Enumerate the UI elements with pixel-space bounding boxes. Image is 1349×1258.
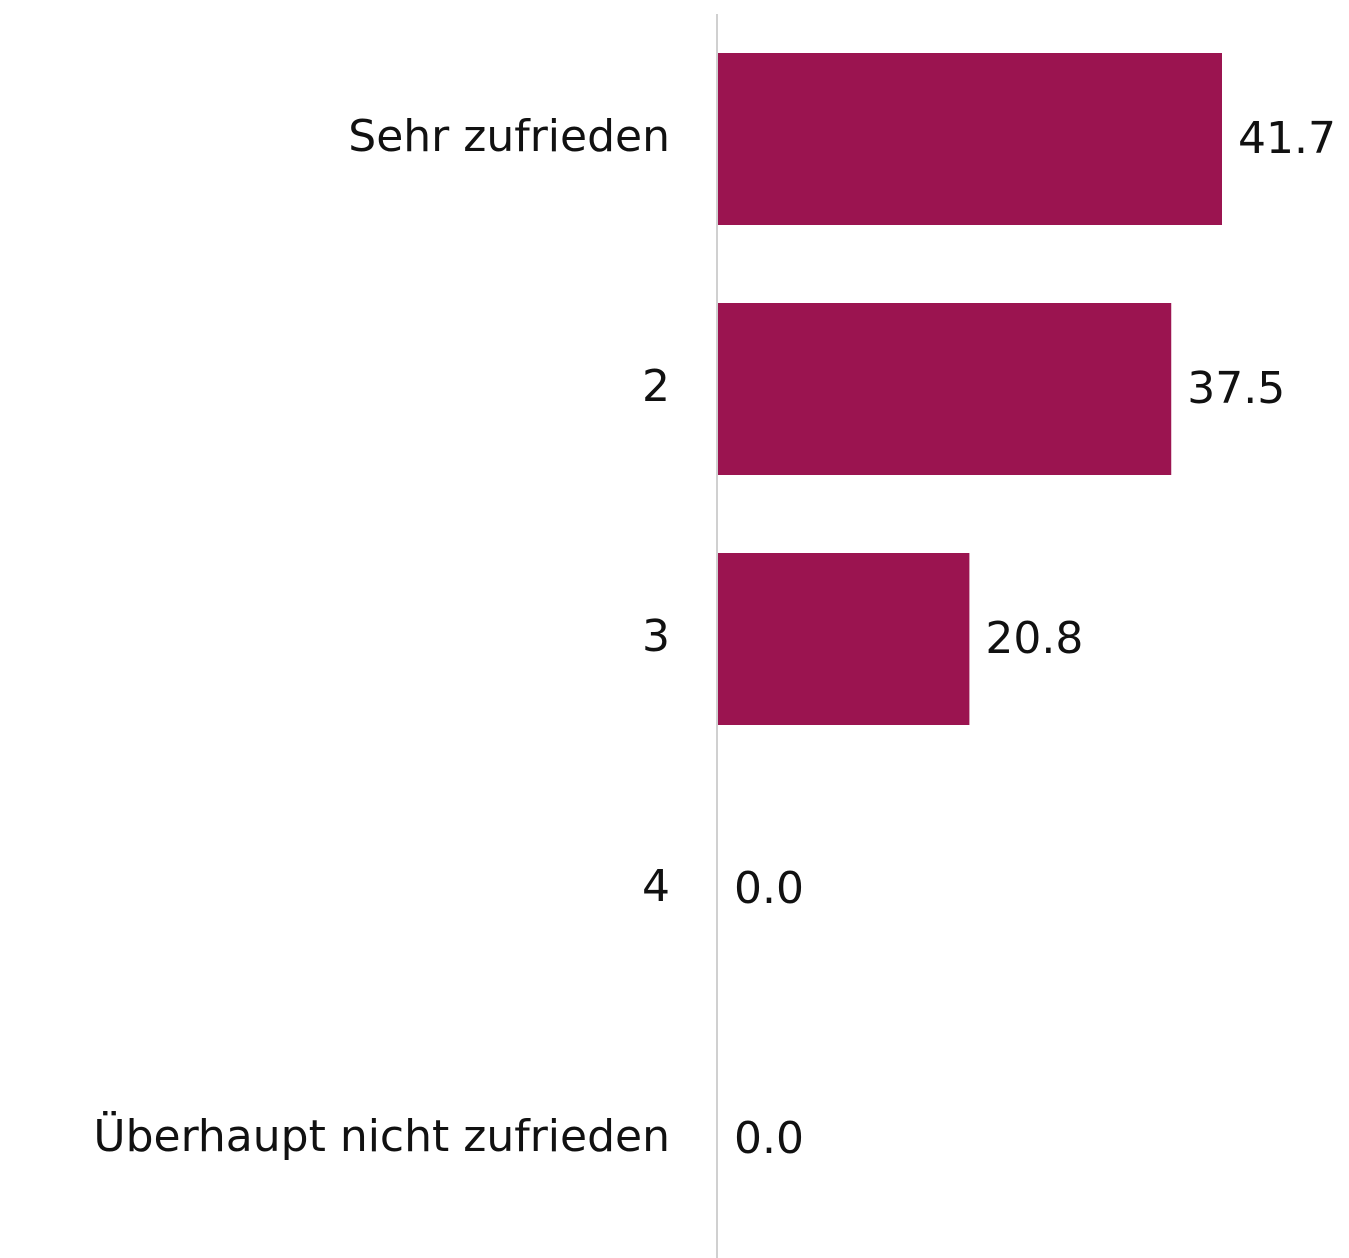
- value-label: 20.8: [985, 613, 1083, 664]
- value-label: 41.7: [1238, 113, 1336, 164]
- category-label: 4: [642, 861, 670, 912]
- bar: [718, 53, 1222, 225]
- category-label: Überhaupt nicht zufrieden: [93, 1110, 670, 1162]
- bar: [718, 553, 970, 725]
- bar: [718, 303, 1172, 475]
- category-label: 2: [642, 361, 670, 412]
- category-label: 3: [642, 611, 670, 662]
- value-label: 0.0: [734, 1113, 804, 1164]
- category-label: Sehr zufrieden: [348, 111, 670, 162]
- value-label: 0.0: [734, 863, 804, 914]
- value-label: 37.5: [1187, 363, 1285, 414]
